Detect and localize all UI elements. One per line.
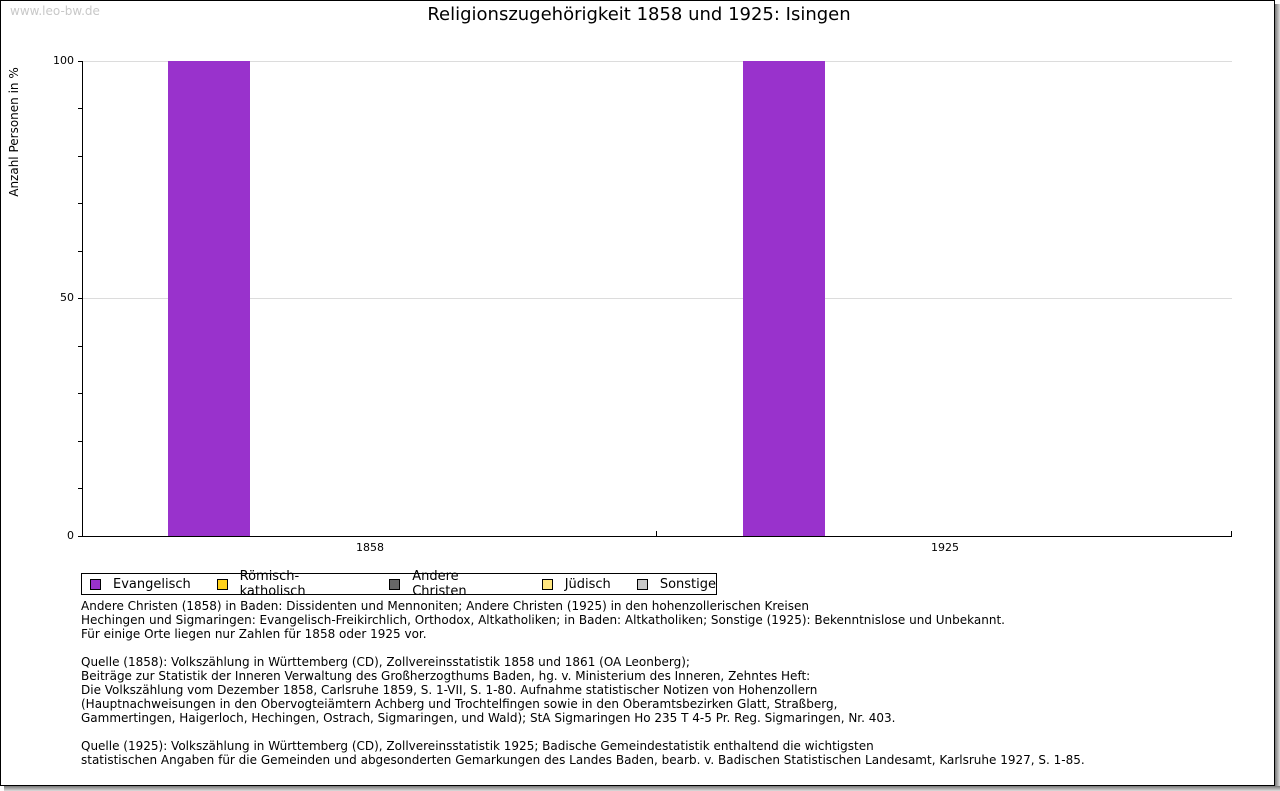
y-tick	[78, 536, 82, 537]
y-tick-label-50: 50	[60, 291, 74, 304]
y-tick	[78, 298, 82, 299]
bar-1925-evangelisch	[743, 61, 825, 536]
plot-area: 100 50 0 1858 1925	[53, 54, 1232, 554]
gridline-100	[83, 61, 1232, 62]
chart-title: Religionszugehörigkeit 1858 und 1925: Is…	[427, 4, 851, 25]
legend-label: Römisch-katholisch	[239, 569, 306, 599]
x-tick	[1231, 531, 1232, 536]
legend-item-sonstige: Sonstige	[636, 576, 716, 592]
y-tick	[78, 441, 82, 442]
frame-shadow-right	[1275, 4, 1280, 791]
legend-label: Andere Christen	[412, 569, 467, 599]
y-axis	[82, 61, 83, 537]
legend-label: Sonstige	[659, 576, 716, 592]
y-tick	[78, 251, 82, 252]
y-tick	[78, 156, 82, 157]
legend-swatch-icon	[541, 578, 553, 590]
x-tick-label-1858: 1858	[356, 541, 384, 554]
x-tick-label-1925: 1925	[931, 541, 959, 554]
note-source-1858: Quelle (1858): Volkszählung in Württembe…	[81, 655, 896, 725]
y-tick	[78, 108, 82, 109]
bar-1858-evangelisch	[168, 61, 250, 536]
legend-swatch-icon	[636, 578, 648, 590]
legend-item-andere-christen: Andere Christen	[389, 569, 515, 599]
legend: Evangelisch Römisch-katholisch Andere Ch…	[81, 569, 717, 599]
x-axis	[82, 536, 1232, 537]
y-axis-label: Anzahl Personen in %	[7, 67, 21, 197]
legend-item-evangelisch: Evangelisch	[90, 577, 191, 592]
y-tick	[78, 393, 82, 394]
legend-item-juedisch: Jüdisch	[541, 576, 611, 592]
legend-swatch-icon	[216, 578, 228, 590]
watermark: www.leo-bw.de	[10, 4, 100, 18]
y-tick-label-100: 100	[53, 54, 74, 67]
legend-label: Evangelisch	[113, 576, 191, 592]
y-tick	[78, 346, 82, 347]
y-tick	[78, 203, 82, 204]
note-source-1925: Quelle (1925): Volkszählung in Württembe…	[81, 739, 1085, 767]
legend-swatch-icon	[90, 578, 101, 590]
note-definitions: Andere Christen (1858) in Baden: Disside…	[81, 599, 1005, 641]
y-tick-label-0: 0	[67, 529, 74, 542]
y-tick	[78, 61, 82, 62]
gridline-50	[83, 298, 1232, 299]
legend-swatch-icon	[389, 578, 401, 590]
frame-shadow-bottom	[4, 786, 1280, 791]
legend-label: Jüdisch	[564, 576, 611, 592]
x-tick	[656, 531, 657, 536]
legend-item-roemisch-katholisch: Römisch-katholisch	[216, 569, 364, 599]
chart-notes: Andere Christen (1858) in Baden: Disside…	[81, 599, 1085, 767]
y-tick	[78, 488, 82, 489]
